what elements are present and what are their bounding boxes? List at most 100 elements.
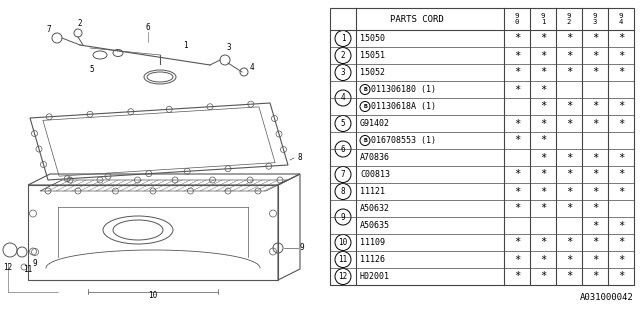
Text: 12: 12 xyxy=(339,272,348,281)
Text: 2: 2 xyxy=(340,51,346,60)
Text: *: * xyxy=(618,34,624,44)
Text: 11109: 11109 xyxy=(360,238,385,247)
Text: *: * xyxy=(618,118,624,129)
Text: 4: 4 xyxy=(250,62,254,71)
Text: 9
1: 9 1 xyxy=(541,13,545,25)
Text: 10: 10 xyxy=(339,238,348,247)
Text: *: * xyxy=(540,51,546,60)
Text: 8: 8 xyxy=(298,154,303,163)
Text: *: * xyxy=(592,254,598,265)
Text: 9
0: 9 0 xyxy=(515,13,519,25)
Text: *: * xyxy=(566,237,572,247)
Text: *: * xyxy=(618,153,624,163)
Text: *: * xyxy=(592,34,598,44)
Text: 11121: 11121 xyxy=(360,187,385,196)
Text: 6: 6 xyxy=(340,145,346,154)
Text: *: * xyxy=(592,68,598,77)
Text: *: * xyxy=(592,170,598,180)
Text: 9
2: 9 2 xyxy=(567,13,571,25)
Text: *: * xyxy=(514,84,520,94)
Text: 1: 1 xyxy=(340,34,346,43)
Text: H02001: H02001 xyxy=(360,272,390,281)
Text: *: * xyxy=(514,34,520,44)
Text: 7: 7 xyxy=(47,25,51,34)
Text: PARTS CORD: PARTS CORD xyxy=(390,14,444,23)
Text: *: * xyxy=(592,204,598,213)
Text: *: * xyxy=(618,187,624,196)
Text: *: * xyxy=(514,204,520,213)
Text: C00813: C00813 xyxy=(360,170,390,179)
Text: *: * xyxy=(540,68,546,77)
Text: A70836: A70836 xyxy=(360,153,390,162)
Text: *: * xyxy=(566,101,572,111)
Text: *: * xyxy=(592,51,598,60)
Text: 8: 8 xyxy=(340,187,346,196)
Text: *: * xyxy=(566,34,572,44)
Text: *: * xyxy=(540,101,546,111)
Text: *: * xyxy=(618,68,624,77)
Text: 6: 6 xyxy=(146,23,150,33)
Text: B: B xyxy=(363,138,367,143)
Text: 9: 9 xyxy=(340,212,346,221)
Text: *: * xyxy=(566,68,572,77)
Text: *: * xyxy=(540,271,546,282)
Text: 2: 2 xyxy=(77,20,83,28)
Text: *: * xyxy=(566,118,572,129)
Text: *: * xyxy=(566,254,572,265)
Text: *: * xyxy=(514,254,520,265)
Text: *: * xyxy=(514,187,520,196)
Text: 11126: 11126 xyxy=(360,255,385,264)
Text: *: * xyxy=(540,187,546,196)
Text: *: * xyxy=(566,187,572,196)
Text: 9: 9 xyxy=(33,260,37,268)
Text: 9
3: 9 3 xyxy=(593,13,597,25)
Text: *: * xyxy=(566,170,572,180)
Text: *: * xyxy=(540,204,546,213)
Text: *: * xyxy=(618,101,624,111)
Text: 11: 11 xyxy=(24,265,33,274)
Text: 5: 5 xyxy=(340,119,346,128)
Text: *: * xyxy=(514,271,520,282)
Text: 01130618A (1): 01130618A (1) xyxy=(371,102,436,111)
Text: B: B xyxy=(363,104,367,109)
Text: *: * xyxy=(514,51,520,60)
Text: 3: 3 xyxy=(340,68,346,77)
Text: 9: 9 xyxy=(300,244,305,252)
Text: *: * xyxy=(540,118,546,129)
Text: *: * xyxy=(540,135,546,146)
Text: *: * xyxy=(592,237,598,247)
Text: 4: 4 xyxy=(340,93,346,102)
Text: *: * xyxy=(618,254,624,265)
Text: *: * xyxy=(540,34,546,44)
Text: 7: 7 xyxy=(340,170,346,179)
Text: *: * xyxy=(514,237,520,247)
Text: *: * xyxy=(540,84,546,94)
Text: *: * xyxy=(540,254,546,265)
Text: B: B xyxy=(363,87,367,92)
Text: *: * xyxy=(514,118,520,129)
Text: *: * xyxy=(566,51,572,60)
Text: 016708553 (1): 016708553 (1) xyxy=(371,136,436,145)
Text: *: * xyxy=(514,68,520,77)
Text: *: * xyxy=(618,220,624,230)
Text: A031000042: A031000042 xyxy=(580,293,634,302)
Text: *: * xyxy=(592,118,598,129)
Text: 10: 10 xyxy=(148,291,157,300)
Text: 011306180 (1): 011306180 (1) xyxy=(371,85,436,94)
Text: *: * xyxy=(618,237,624,247)
Text: *: * xyxy=(514,170,520,180)
Text: *: * xyxy=(566,153,572,163)
Text: *: * xyxy=(566,271,572,282)
Text: 12: 12 xyxy=(3,262,13,271)
Text: *: * xyxy=(566,204,572,213)
Text: 15051: 15051 xyxy=(360,51,385,60)
Text: *: * xyxy=(514,135,520,146)
Text: *: * xyxy=(618,170,624,180)
Text: 3: 3 xyxy=(227,44,231,52)
Text: 11: 11 xyxy=(339,255,348,264)
Text: *: * xyxy=(540,170,546,180)
Text: A50632: A50632 xyxy=(360,204,390,213)
Text: *: * xyxy=(540,153,546,163)
Text: G91402: G91402 xyxy=(360,119,390,128)
Text: 1: 1 xyxy=(182,41,188,50)
